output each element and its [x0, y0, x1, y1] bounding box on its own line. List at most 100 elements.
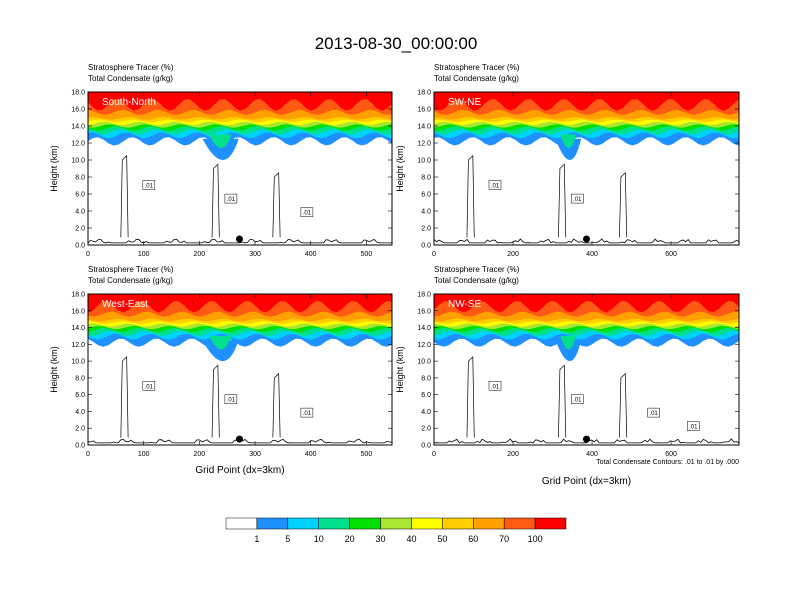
x-tick-label: 400 — [305, 451, 317, 458]
plot-frame — [433, 293, 740, 446]
svg-text:.01: .01 — [303, 411, 312, 417]
panel-header-condensate: Total Condensate (g/kg) — [434, 74, 519, 83]
panel-header-tracer: Stratosphere Tracer (%) — [434, 265, 520, 274]
colorbar-swatch — [287, 517, 319, 530]
x-tick-label: 600 — [665, 251, 677, 258]
svg-text:.01: .01 — [145, 184, 154, 190]
y-tick-label: 16.0 — [71, 107, 85, 114]
svg-text:.01: .01 — [303, 211, 312, 217]
contour-footnote: Total Condensate Contours: .01 to .01 by… — [596, 459, 739, 466]
tracer-band-level-10 — [88, 294, 392, 313]
y-tick-label: 8.0 — [421, 375, 431, 382]
contour-label: .01 — [571, 193, 584, 204]
contour-label: .01 — [571, 394, 584, 404]
panel-header-tracer: Stratosphere Tracer (%) — [88, 265, 174, 274]
tracer-band-level-10 — [434, 92, 739, 111]
y-tick-label: 16.0 — [417, 308, 431, 315]
condensate-contour — [558, 364, 567, 438]
panel-nw-se: Stratosphere Tracer (%) Total Condensate … — [395, 265, 740, 487]
location-marker — [235, 235, 243, 243]
y-tick-label: 16.0 — [71, 308, 85, 315]
tracer-fold — [555, 340, 582, 362]
y-tick-label: 18.0 — [71, 90, 85, 97]
y-tick-label: 4.0 — [421, 209, 431, 216]
contour-label: .01 — [300, 407, 314, 418]
terrain-line — [434, 238, 739, 244]
y-axis-label: Height (km) — [395, 145, 405, 192]
colorbar-swatch — [318, 517, 350, 530]
x-tick-label: 300 — [249, 251, 261, 258]
panel-header-condensate: Total Condensate (g/kg) — [88, 276, 173, 285]
panel-south-north: Stratosphere Tracer (%) Total Condensate … — [49, 63, 393, 258]
x-tick-label: 400 — [305, 251, 317, 258]
colorbar-label: 5 — [285, 534, 290, 544]
panel-label: NW-SE — [448, 299, 481, 310]
plot-frame — [87, 91, 393, 246]
y-tick-label: 8.0 — [421, 175, 431, 182]
plot-frame — [433, 91, 740, 246]
x-axis-label: Grid Point (dx=3km) — [542, 476, 631, 487]
colorbar-label: 50 — [437, 534, 447, 544]
condensate-contour — [120, 356, 129, 438]
y-tick-label: 8.0 — [75, 175, 85, 182]
tracer-fold-core — [560, 134, 576, 149]
svg-text:.01: .01 — [227, 398, 236, 404]
y-tick-label: 12.0 — [417, 141, 431, 148]
condensate-contour — [272, 372, 281, 438]
condensate-contour — [619, 171, 628, 238]
location-marker — [235, 435, 243, 443]
contour-label: .01 — [687, 421, 700, 431]
contour-label: .01 — [647, 407, 660, 418]
tracer-fold — [202, 340, 239, 362]
y-tick-label: 4.0 — [421, 409, 431, 416]
colorbar-swatch — [256, 517, 289, 530]
condensate-contour — [120, 154, 129, 238]
y-tick-label: 12.0 — [417, 342, 431, 349]
y-tick-label: 6.0 — [421, 192, 431, 199]
tracer-band-level-10 — [88, 92, 392, 111]
colorbar-swatch — [349, 517, 381, 530]
colorbar-swatch — [442, 517, 474, 530]
y-tick-label: 10.0 — [417, 359, 431, 366]
x-tick-label: 0 — [432, 251, 436, 258]
y-axis-label: Height (km) — [49, 145, 59, 192]
figure-title: 2013-08-30_00:00:00 — [315, 34, 478, 53]
colorbar-label: 40 — [406, 534, 416, 544]
colorbar-label: 20 — [345, 534, 355, 544]
contour-label: .01 — [142, 180, 156, 190]
colorbar-swatch — [473, 517, 505, 530]
x-tick-label: 400 — [586, 251, 598, 258]
y-tick-label: 14.0 — [71, 325, 85, 332]
y-tick-label: 2.0 — [421, 226, 431, 233]
terrain-line — [434, 438, 739, 444]
contour-label: .01 — [224, 193, 238, 204]
colorbar-label: 100 — [528, 534, 543, 544]
y-tick-label: 0.0 — [75, 443, 85, 450]
y-axis-label: Height (km) — [49, 346, 59, 393]
x-tick-label: 200 — [194, 451, 206, 458]
panel-header-tracer: Stratosphere Tracer (%) — [88, 63, 174, 72]
x-tick-label: 100 — [138, 451, 150, 458]
x-tick-label: 500 — [361, 251, 373, 258]
x-axis-label: Grid Point (dx=3km) — [195, 465, 284, 476]
x-tick-label: 200 — [507, 451, 519, 458]
panel-label: West-East — [102, 299, 148, 310]
y-tick-label: 0.0 — [421, 443, 431, 450]
panel-west-east: Stratosphere Tracer (%) Total Condensate … — [49, 265, 393, 476]
contour-label: .01 — [488, 180, 502, 190]
condensate-contour — [619, 372, 628, 438]
colorbar-label: 30 — [376, 534, 386, 544]
tracer-fold — [555, 138, 582, 160]
x-tick-label: 100 — [138, 251, 150, 258]
colorbar-swatch — [225, 517, 258, 530]
colorbar-swatch — [534, 517, 567, 530]
x-tick-label: 500 — [361, 451, 373, 458]
x-tick-label: 300 — [249, 451, 261, 458]
x-tick-label: 200 — [507, 251, 519, 258]
x-tick-label: 0 — [86, 251, 90, 258]
tracer-band-level-10 — [434, 294, 739, 313]
y-tick-label: 10.0 — [71, 158, 85, 165]
svg-text:.01: .01 — [145, 384, 154, 390]
svg-text:.01: .01 — [227, 197, 236, 203]
